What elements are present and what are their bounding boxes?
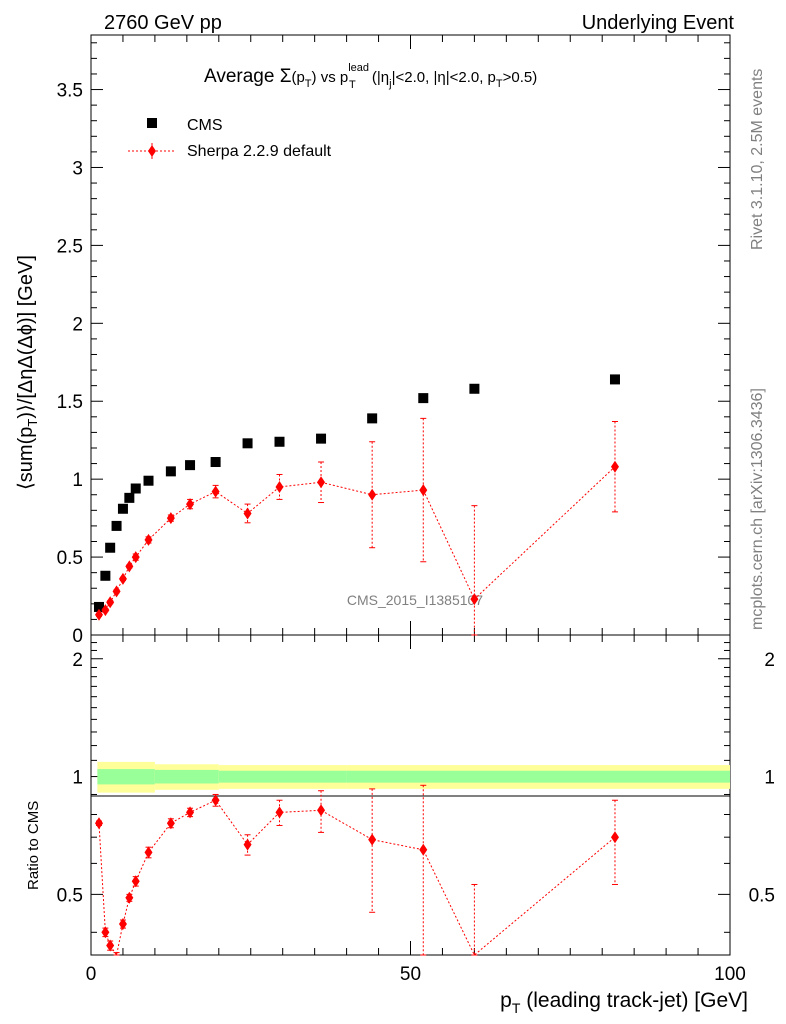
- mc-point: [368, 488, 377, 501]
- ratio-mc-points: [94, 784, 619, 957]
- mc-point: [125, 891, 134, 904]
- mc-point: [118, 918, 127, 931]
- y-tick-label: 1: [72, 470, 83, 491]
- ratio-panel-frame: [90, 634, 731, 956]
- mc-point: [112, 585, 121, 598]
- cms-data-point: [418, 393, 429, 404]
- mc-point: [94, 608, 103, 621]
- ratio-uncertainty-band: [97, 761, 730, 793]
- cms-data-point: [93, 601, 104, 612]
- header-left: 2760 GeV pp: [104, 12, 222, 34]
- mc-connecting-line: [98, 799, 616, 957]
- mc-point: [131, 875, 140, 888]
- ratio-tick-label: 2: [72, 650, 83, 671]
- mc-point: [186, 806, 195, 819]
- legend-mc-label: Sherpa 2.2.9 default: [187, 143, 332, 160]
- main-axis-ticks: 0 0.5 1 1.5 2 2.5 3 3.5 0 50 100: [57, 35, 746, 985]
- legend-mc-marker: [148, 145, 156, 157]
- cms-data-point: [210, 457, 221, 468]
- cms-data-point: [609, 374, 620, 385]
- mc-point: [211, 485, 220, 498]
- mc-point: [166, 512, 175, 525]
- x-tick-label: 100: [714, 964, 746, 985]
- y-axis-label-ratio: Ratio to CMS: [25, 801, 42, 890]
- mc-point: [211, 794, 220, 807]
- cms-data-point: [124, 492, 135, 503]
- y-tick-label: 3.5: [57, 81, 83, 102]
- mc-point: [144, 533, 153, 546]
- mc-point: [610, 831, 619, 844]
- mc-point: [610, 460, 619, 473]
- band-inner: [218, 770, 347, 783]
- mc-point: [106, 939, 115, 952]
- y-tick-label: 1.5: [57, 392, 83, 413]
- x-axis-label: pT (leading track-jet) [GeV]: [500, 989, 748, 1016]
- ratio-tick-label-right: 0.5: [749, 885, 775, 906]
- ratio-tick-label-right: 2: [764, 650, 775, 671]
- legend-data-marker: [147, 118, 157, 128]
- mc-point: [368, 833, 377, 846]
- cms-data-point: [117, 503, 128, 514]
- mc-point: [118, 572, 127, 585]
- cms-data-point: [143, 475, 154, 486]
- mc-point: [470, 593, 479, 606]
- main-data-points: [93, 374, 620, 612]
- mc-point: [317, 476, 326, 489]
- rivet-label: Rivet 3.1.10, 2.5M events: [749, 69, 766, 250]
- mc-point: [101, 926, 110, 939]
- cms-data-point: [165, 466, 176, 477]
- mc-point: [186, 498, 195, 511]
- band-inner: [154, 769, 219, 784]
- y-axis-label-main: ⟨sum(pT)⟩/[ΔηΔ(Δϕ)] [GeV]: [15, 255, 40, 490]
- analysis-watermark: CMS_2015_I1385107: [347, 592, 483, 608]
- ratio-tick-label: 0.5: [57, 885, 83, 906]
- cms-data-point: [130, 483, 141, 494]
- mc-point: [275, 480, 284, 493]
- mcplots-label: mcplots.cern.ch [arXiv:1306.3436]: [749, 388, 766, 630]
- mc-point: [94, 817, 103, 830]
- mc-point: [144, 846, 153, 859]
- mc-point: [106, 596, 115, 609]
- ratio-tick-label-right: 1: [764, 768, 775, 789]
- mc-point: [419, 843, 428, 856]
- cms-data-point: [469, 383, 480, 394]
- main-mc-points: [94, 417, 619, 636]
- cms-data-point: [316, 433, 327, 444]
- mc-point: [101, 604, 110, 617]
- y-tick-label: 2: [72, 314, 83, 335]
- x-tick-label: 50: [400, 964, 421, 985]
- legend: CMS Sherpa 2.2.9 default: [128, 117, 332, 160]
- mc-point: [243, 838, 252, 851]
- y-tick-label: 3: [72, 158, 83, 179]
- mc-point: [317, 804, 326, 817]
- band-inner: [346, 770, 730, 783]
- ratio-tick-label: 1: [72, 768, 83, 789]
- mc-point: [243, 507, 252, 520]
- mc-point: [125, 560, 134, 573]
- cms-data-point: [242, 438, 253, 449]
- cms-data-point: [105, 542, 116, 553]
- mc-point: [166, 817, 175, 830]
- cms-data-point: [274, 436, 285, 447]
- cms-data-point: [185, 460, 196, 471]
- cms-data-point: [111, 520, 122, 531]
- mc-connecting-line: [98, 466, 616, 616]
- y-tick-label: 2.5: [57, 236, 83, 257]
- mc-point: [419, 484, 428, 497]
- plot-title: Average Σ(pT) vs plead T (|ηj|<2.0, |η|<2…: [204, 62, 537, 91]
- band-inner: [97, 769, 155, 785]
- header-right: Underlying Event: [582, 12, 735, 34]
- y-tick-label: 0: [72, 626, 83, 647]
- cms-data-point: [367, 413, 378, 424]
- x-tick-label: 0: [86, 964, 97, 985]
- y-tick-label: 0.5: [57, 548, 83, 569]
- mc-point: [275, 806, 284, 819]
- legend-data-label: CMS: [187, 117, 223, 134]
- ratio-axis-ticks: 0.5 0.5 1 1 2 2: [57, 642, 775, 933]
- mc-point: [131, 551, 140, 564]
- cms-data-point: [100, 570, 111, 581]
